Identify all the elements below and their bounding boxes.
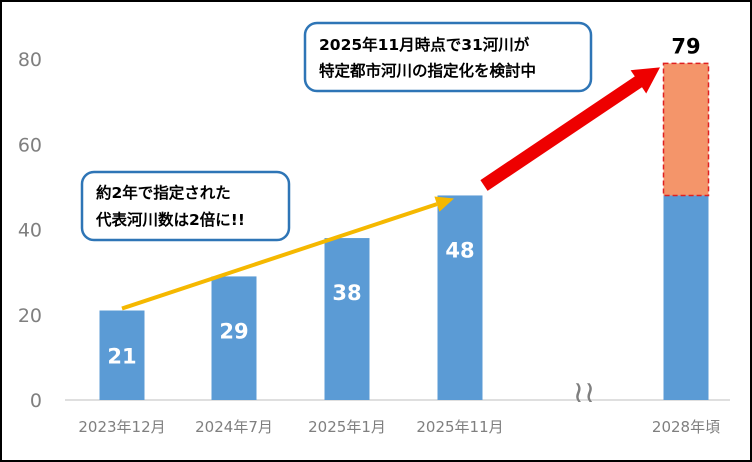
x-tick-label: 2025年11月 [416,418,503,436]
callout-right-line-1: 2025年11月時点で31河川が [319,35,530,54]
bar [324,238,370,400]
x-tick-label: 2025年1月 [308,418,386,436]
x-tick-label: 2024年7月 [195,418,273,436]
y-tick-label: 20 [18,305,42,327]
bar [211,276,257,400]
callout-left-line-1: 約2年で指定された [96,183,231,202]
axis-break-symbol: ≀≀ [573,375,596,410]
y-tick-label: 60 [18,134,42,156]
y-tick-label: 40 [18,220,42,242]
bars: 21 29 38 48 79 [99,34,710,400]
callout-right-line-2: 特定都市河川の指定化を検討中 [319,61,536,80]
y-axis-ticks: 0 20 40 60 80 [18,49,42,412]
bar-value-label: 48 [445,238,474,262]
bar [99,310,145,400]
trend-arrow [121,196,454,311]
bar-value-label: 79 [671,34,700,58]
bar-value-label: 38 [332,281,361,305]
y-tick-label: 0 [30,390,42,412]
bar [437,195,483,400]
bar-projection-base [663,195,709,400]
callout-right: 2025年11月時点で31河川が 特定都市河川の指定化を検討中 [303,21,593,93]
y-tick-label: 80 [18,49,42,71]
callout-left-line-2: 代表河川数は2倍に!! [95,210,245,229]
bar-value-label: 21 [107,344,136,368]
x-tick-label: 2023年12月 [78,418,165,436]
x-axis-ticks: 2023年12月 2024年7月 2025年1月 2025年11月 2028年頃 [78,418,720,436]
bar-value-label: 29 [219,319,248,343]
x-tick-label: 2028年頃 [652,418,720,436]
callout-left: 約2年で指定された 代表河川数は2倍に!! [80,170,291,242]
bar-projection-added [662,62,710,197]
projection-arrow [480,67,660,191]
